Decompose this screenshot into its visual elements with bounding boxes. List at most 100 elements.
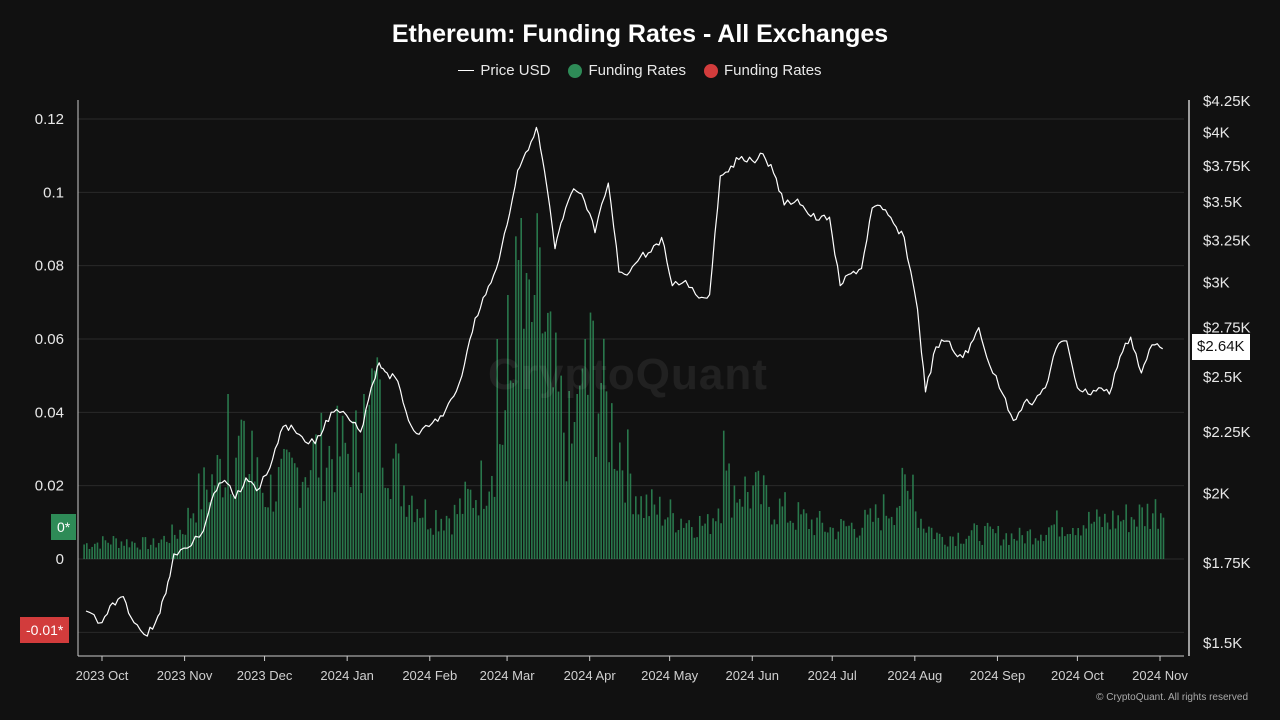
- funding-bar: [872, 521, 874, 559]
- funding-bar: [616, 470, 618, 559]
- funding-bar: [144, 537, 147, 559]
- funding-bar: [544, 331, 546, 559]
- y-right-tick-label: $4.25K: [1203, 93, 1251, 110]
- funding-bar: [904, 474, 906, 559]
- funding-bar: [176, 538, 179, 559]
- funding-bar: [480, 460, 483, 559]
- funding-bar: [211, 474, 213, 559]
- funding-bar: [1096, 509, 1098, 559]
- funding-bar: [355, 410, 357, 559]
- funding-bar: [317, 477, 320, 559]
- funding-bar: [917, 527, 920, 559]
- legend-line-icon: [458, 70, 475, 71]
- funding-bar: [968, 535, 970, 559]
- funding-bar: [323, 501, 325, 559]
- funding-bar: [829, 527, 832, 559]
- funding-bar: [770, 524, 773, 559]
- funding-bar: [1064, 536, 1066, 559]
- funding-bar: [701, 525, 704, 559]
- funding-bar: [693, 537, 696, 559]
- funding-bar: [802, 509, 805, 559]
- funding-bar: [706, 514, 709, 559]
- funding-bar: [272, 511, 275, 559]
- funding-bar: [427, 529, 429, 559]
- funding-bar: [344, 442, 347, 559]
- funding-bar: [936, 532, 938, 559]
- funding-bar: [552, 387, 554, 559]
- negative-marker-badge: -0.01*: [20, 617, 70, 643]
- funding-bar: [810, 519, 813, 559]
- funding-bar: [408, 505, 411, 559]
- funding-bar: [101, 536, 104, 559]
- funding-bar: [752, 485, 754, 559]
- funding-bar: [605, 391, 608, 559]
- funding-bar: [818, 510, 821, 559]
- funding-bar: [589, 312, 592, 559]
- funding-bar: [930, 527, 933, 559]
- funding-bar: [1136, 526, 1138, 559]
- funding-bar: [413, 522, 416, 559]
- funding-bar: [621, 470, 624, 559]
- funding-bar: [587, 394, 589, 559]
- funding-bar: [461, 513, 464, 559]
- funding-bar: [685, 523, 688, 559]
- funding-bar: [776, 524, 778, 559]
- funding-bar: [1005, 533, 1008, 559]
- funding-bar: [157, 542, 160, 559]
- funding-bar: [717, 508, 720, 559]
- funding-bar: [141, 537, 144, 559]
- funding-bar: [491, 475, 493, 559]
- legend-dot-green-icon: [568, 63, 583, 78]
- funding-bar: [922, 528, 925, 559]
- funding-bar: [397, 453, 400, 559]
- funding-bar: [760, 504, 762, 559]
- funding-bar: [107, 542, 109, 559]
- funding-bar: [237, 435, 240, 559]
- funding-bar: [709, 534, 712, 559]
- funding-bar: [277, 467, 280, 559]
- funding-bar: [155, 547, 157, 559]
- funding-bar: [331, 459, 333, 559]
- funding-bar: [1034, 538, 1037, 559]
- funding-bar: [784, 492, 786, 559]
- funding-bar: [1053, 524, 1056, 559]
- funding-bar: [880, 530, 882, 559]
- legend-item-funding-positive[interactable]: Funding Rates: [568, 62, 686, 79]
- funding-bar: [792, 522, 794, 559]
- funding-bar: [421, 517, 424, 559]
- x-tick-label: 2024 Mar: [480, 668, 536, 683]
- funding-bar: [469, 489, 472, 559]
- funding-bar: [531, 322, 533, 559]
- legend-item-funding-negative[interactable]: Funding Rates: [704, 62, 822, 79]
- funding-bar: [914, 511, 917, 559]
- x-tick-label: 2024 Aug: [887, 668, 942, 683]
- funding-bar: [221, 497, 224, 559]
- funding-bar: [325, 467, 328, 559]
- funding-bar: [677, 529, 680, 559]
- price-line-layer: [85, 126, 1164, 637]
- funding-bar: [864, 509, 866, 559]
- funding-bar: [840, 519, 842, 559]
- funding-bar: [104, 540, 107, 559]
- funding-bar: [547, 312, 549, 559]
- y-right-tick-label: $3.25K: [1203, 233, 1251, 250]
- funding-bar: [1080, 535, 1082, 559]
- funding-bar: [786, 522, 789, 559]
- y-left-tick-label: 0.08: [35, 258, 64, 275]
- funding-bar: [624, 502, 626, 559]
- funding-bar: [197, 473, 200, 559]
- funding-bar: [608, 462, 610, 559]
- funding-bar: [1098, 516, 1101, 559]
- funding-bar: [376, 357, 379, 559]
- funding-bar: [509, 380, 512, 559]
- funding-bar: [536, 213, 538, 559]
- legend-item-price[interactable]: Price USD: [458, 62, 550, 79]
- funding-bar: [467, 488, 469, 559]
- funding-bar: [906, 490, 909, 559]
- funding-bar: [826, 532, 829, 559]
- funding-bar: [1144, 526, 1146, 559]
- funding-bar: [307, 487, 309, 559]
- funding-bar: [1149, 528, 1151, 559]
- funding-bar: [797, 502, 800, 559]
- funding-bar: [658, 496, 661, 559]
